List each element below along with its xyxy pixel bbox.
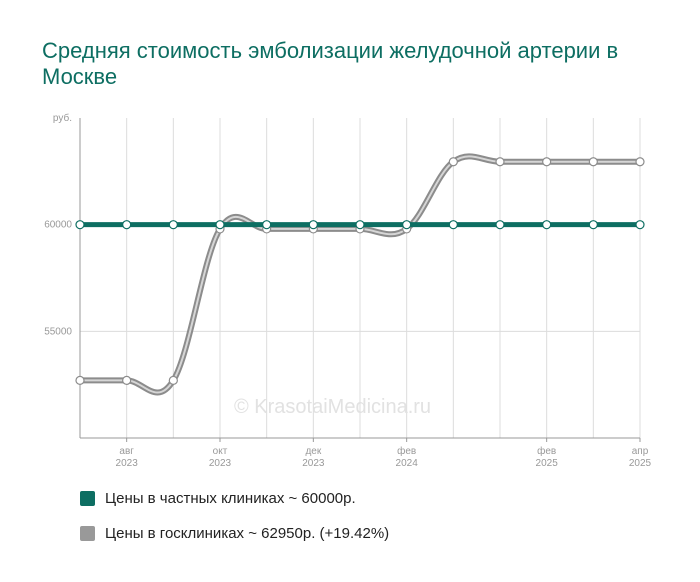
data-point-private [122,220,132,230]
x-tick-label-year: 2023 [209,458,232,469]
legend-label-state: Цены в госклиниках ~ 62950р. (+19.42%) [105,525,390,542]
y-tick-label: 55000 [44,326,72,337]
y-unit-label: руб. [53,112,72,124]
data-point-private [588,220,598,230]
data-point-state [122,375,132,385]
x-tick-label-month: авг [119,446,134,457]
data-point-state [588,157,598,167]
data-point-state [635,157,645,167]
x-tick-label-month: фев [537,445,556,457]
data-point-private [215,220,225,230]
data-point-state [495,157,505,167]
x-tick-label-year: 2025 [536,458,559,469]
data-point-private [495,220,505,230]
data-point-state [168,375,178,385]
x-tick-label-year: 2023 [302,458,325,469]
chart-title: Средняя стоимость эмболизации желудочной… [42,38,619,89]
x-tick-label-year: 2023 [116,458,139,469]
x-tick-label-year: 2025 [629,458,652,469]
y-tick-label: 60000 [44,220,72,231]
data-point-state [75,375,85,385]
x-tick-label-year: 2024 [396,458,419,469]
legend-label-private: Цены в частных клиниках ~ 60000р. [105,490,356,507]
watermark: © KrasotaiMedicina.ru [234,396,432,418]
data-point-private [448,220,458,230]
x-tick-label-month: дек [305,446,321,457]
data-point-state [448,157,458,167]
x-tick-label-month: окт [213,446,228,457]
data-point-private [355,220,365,230]
chart-svg: 5500060000руб.авг2023окт2023дек2023фев20… [44,112,651,469]
legend-item-state[interactable]: Цены в госклиниках ~ 62950р. (+19.42%) [80,525,389,542]
data-point-private [635,220,645,230]
x-tick-label-month: фев [397,445,416,457]
x-tick-label-month: апр [632,446,649,457]
data-point-private [168,220,178,230]
legend-swatch-state [80,526,95,541]
data-point-private [308,220,318,230]
chart-points [75,157,645,385]
data-point-private [402,220,412,230]
data-point-private [542,220,552,230]
data-point-private [75,220,85,230]
data-point-private [262,220,272,230]
legend-swatch-private [80,491,95,506]
legend-item-private[interactable]: Цены в частных клиниках ~ 60000р. [80,490,356,507]
chart-axes: 5500060000руб.авг2023окт2023дек2023фев20… [44,112,651,469]
data-point-state [542,157,552,167]
